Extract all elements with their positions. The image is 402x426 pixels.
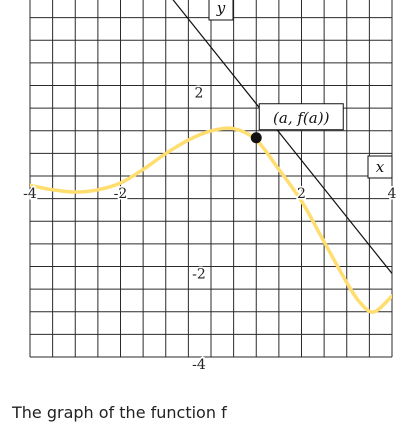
tick-labels: -4 -2 2 4 2 -2 -4 bbox=[22, 84, 398, 375]
svg-text:(a, f(a)): (a, f(a)) bbox=[273, 109, 330, 127]
x-tick-label: -2 bbox=[114, 186, 128, 202]
x-axis-label: x bbox=[367, 155, 393, 179]
grid bbox=[29, 0, 393, 358]
point-layer: (a, f(a)) bbox=[250, 103, 344, 144]
tangent-line bbox=[172, 0, 392, 274]
x-tick-label: 2 bbox=[297, 186, 306, 202]
function-graph: -4 -2 2 4 2 -2 -4 y x (a, f(a)) bbox=[22, 0, 398, 375]
svg-text:x: x bbox=[376, 158, 385, 176]
y-tick-label: 2 bbox=[195, 86, 204, 102]
function-curve bbox=[30, 126, 392, 314]
tangent-point bbox=[250, 132, 262, 144]
figure-caption: The graph of the function f bbox=[12, 403, 227, 422]
y-tick-label: -4 bbox=[192, 357, 206, 373]
x-tick-label: 4 bbox=[388, 186, 397, 202]
series-layer bbox=[30, 0, 392, 314]
svg-text:y: y bbox=[216, 0, 226, 17]
y-axis-label: y bbox=[208, 0, 234, 21]
y-tick-label: -2 bbox=[192, 267, 206, 283]
x-tick-label: -4 bbox=[23, 186, 37, 202]
axis-labels: y x bbox=[208, 0, 393, 179]
point-label: (a, f(a)) bbox=[258, 103, 344, 131]
